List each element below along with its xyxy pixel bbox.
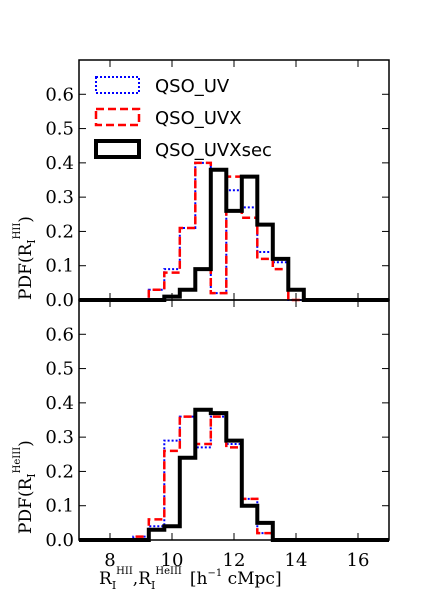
top-panel: 0.0 0.1 0.2 0.3 0.4 0.5 0.6 PDF(RIHII) [12,59,390,311]
bottom-panel: 0.0 0.1 0.2 0.3 0.4 0.5 0.6 8 10 12 14 16 PDF(RIHe… [12,299,390,592]
bottom-y-tick-label: 0.3 [45,427,74,448]
top-y-axis-label: PDF(RIHII) [12,216,38,300]
top-y-tick-label: 0.4 [45,153,74,174]
bottom-y-tick-label: 0.1 [45,496,74,517]
legend-label-qso-uv: QSO_UV [155,76,230,97]
legend: QSO_UV QSO_UVX QSO_UVXsec [94,76,272,161]
legend-swatch-qso-uvxsec [94,139,141,159]
legend-label-qso-uvxsec: QSO_UVXsec [155,140,272,161]
top-series-qso-uv [79,161,389,301]
legend-swatch-qso-uv [95,76,140,94]
top-series-qso-uvxsec [79,167,389,302]
x-tick-label: 8 [104,550,115,571]
bottom-y-axis-label: PDF(RIHeIII) [12,440,38,534]
top-series-qso-uvx [79,161,389,302]
top-y-tick-label: 0.2 [45,221,74,242]
legend-label-qso-uvx: QSO_UVX [155,108,242,129]
top-y-tick-label: 0.6 [45,84,74,105]
bottom-series-qso-uv [79,415,389,541]
top-y-tick-label: 0.5 [45,119,74,140]
x-tick-label: 12 [223,550,246,571]
legend-entry-qso-uvx: QSO_UVX [94,107,242,129]
legend-entry-qso-uvxsec: QSO_UVXsec [94,139,272,161]
top-y-ticks: 0.0 0.1 0.2 0.3 0.4 0.5 0.6 [45,60,389,311]
bottom-y-tick-label: 0.6 [45,324,74,345]
bottom-series-qso-uvx [79,415,389,542]
x-tick-label: 16 [347,550,370,571]
top-y-tick-label: 0.3 [45,187,74,208]
bottom-series-qso-uvxsec [79,407,389,542]
bottom-x-ticks: 8 10 12 14 16 [104,300,369,571]
bottom-panel-frame [78,299,390,541]
top-series [79,161,389,302]
legend-entry-qso-uv: QSO_UV [95,76,230,97]
bottom-y-tick-label: 0.4 [45,393,74,414]
top-y-tick-label: 0.0 [45,290,74,311]
legend-swatch-qso-uvx [94,107,141,127]
bottom-y-tick-label: 0.0 [45,530,74,551]
bottom-y-tick-label: 0.5 [45,359,74,380]
bottom-series [79,407,389,542]
bottom-y-tick-label: 0.2 [45,461,74,482]
x-tick-label: 14 [285,550,308,571]
top-y-tick-label: 0.1 [45,256,74,277]
top-panel-frame [78,59,390,301]
x-axis-label: RIHII,RIHeIII [h−1 cMpc] [99,566,282,592]
bottom-y-ticks: 0.0 0.1 0.2 0.3 0.4 0.5 0.6 [45,324,389,551]
x-tick-label: 10 [161,550,184,571]
